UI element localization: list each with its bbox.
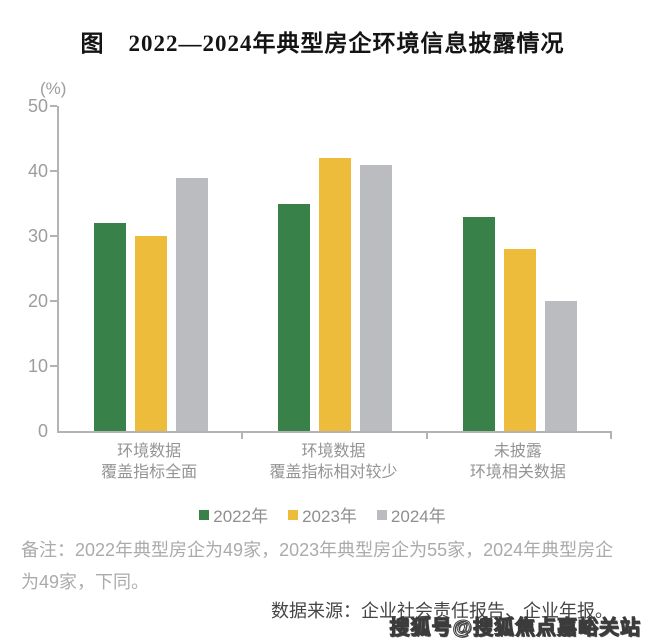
legend-label: 2024年 <box>390 507 446 526</box>
legend-item-2023年: 2023年 <box>288 502 357 527</box>
chart-title: 图 2022—2024年典型房企环境信息披露情况 <box>80 31 565 56</box>
y-axis-unit-label: (%) <box>40 79 67 98</box>
bar-2023年-group3 <box>503 249 536 431</box>
remark-note: 备注：2022年典型房企为49家，2023年典型房企为55家，2024年典型房企… <box>21 540 614 592</box>
legend-label: 2022年 <box>213 507 269 526</box>
plot-area <box>57 106 612 439</box>
bar-group-2 <box>243 106 427 431</box>
bar-group-3 <box>428 106 612 431</box>
y-tick-label-40: 40 <box>27 161 48 181</box>
category-label-2: 环境数据 覆盖指标相对较少 <box>269 443 398 481</box>
bar-group-1 <box>59 106 243 431</box>
data-source-note: 数据来源：企业社会责任报告、企业年报。 <box>271 601 613 621</box>
y-tick-label-50: 50 <box>27 96 48 116</box>
category-label-3: 未披露 环境相关数据 <box>469 443 566 481</box>
legend-swatch-icon <box>199 509 210 520</box>
y-tick-mark-40 <box>50 170 57 172</box>
bar-2022年-group1 <box>94 223 127 431</box>
bar-2024年-group1 <box>176 177 209 431</box>
y-tick-mark-10 <box>50 365 57 367</box>
y-tick-mark-50 <box>50 105 57 107</box>
bar-2024年-group2 <box>360 164 393 431</box>
x-tick-mark-3 <box>610 431 612 439</box>
y-tick-label-30: 30 <box>27 226 48 246</box>
y-tick-label-20: 20 <box>27 291 48 311</box>
bar-2022年-group2 <box>278 203 311 431</box>
chart-legend: 2022年 2023年 2024年 <box>0 502 645 527</box>
x-tick-mark-1 <box>241 431 244 439</box>
bar-2022年-group3 <box>462 216 495 431</box>
y-tick-mark-30 <box>50 235 57 237</box>
bar-2024年-group3 <box>544 301 577 431</box>
bar-2023年-group1 <box>135 236 168 431</box>
legend-swatch-icon <box>376 509 387 520</box>
bar-2023年-group2 <box>319 158 352 431</box>
legend-item-2022年: 2022年 <box>199 502 268 527</box>
legend-item-2024年: 2024年 <box>376 502 446 527</box>
x-tick-mark-2 <box>425 431 428 439</box>
category-label-1: 环境数据 覆盖指标全面 <box>101 443 198 481</box>
y-tick-label-10: 10 <box>27 356 48 376</box>
legend-label: 2023年 <box>302 507 357 526</box>
y-tick-label-0: 0 <box>37 421 48 441</box>
legend-swatch-icon <box>288 509 299 520</box>
watermark: 搜狐号@搜狐焦点嘉峪关站 <box>389 617 641 640</box>
y-tick-mark-20 <box>50 300 57 302</box>
